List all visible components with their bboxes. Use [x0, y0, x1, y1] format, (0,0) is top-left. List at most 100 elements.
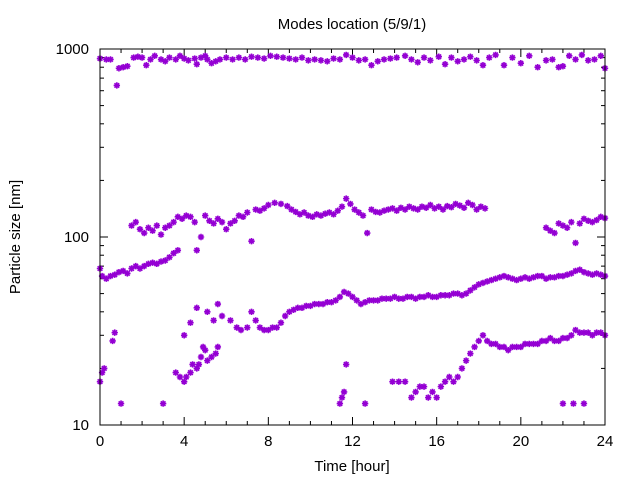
data-point	[260, 205, 268, 212]
data-point	[551, 229, 558, 237]
data-point	[391, 293, 398, 301]
data-point	[315, 300, 323, 308]
data-point	[534, 272, 541, 280]
data-point	[465, 199, 472, 207]
data-point	[149, 259, 156, 266]
data-point	[368, 62, 375, 69]
data-point	[336, 293, 344, 301]
data-point	[517, 275, 525, 282]
data-point	[260, 326, 268, 334]
data-point	[166, 222, 173, 229]
data-point	[568, 218, 575, 226]
data-point	[593, 216, 600, 224]
data-point	[330, 211, 337, 218]
data-point	[572, 267, 579, 275]
data-point	[145, 224, 152, 231]
data-point	[462, 357, 470, 364]
data-point	[538, 272, 546, 280]
data-point	[372, 208, 379, 216]
data-point	[286, 55, 293, 62]
data-point	[492, 275, 499, 282]
data-point	[273, 324, 280, 331]
data-point	[385, 206, 392, 213]
data-point	[204, 357, 211, 364]
data-points	[96, 51, 609, 407]
data-point	[147, 56, 154, 63]
data-point	[103, 275, 110, 282]
data-point	[462, 290, 470, 297]
data-point	[505, 274, 512, 281]
data-point	[397, 204, 405, 211]
data-point	[157, 56, 165, 63]
data-point	[517, 60, 525, 67]
data-point	[584, 329, 592, 336]
data-point	[420, 293, 428, 301]
data-point	[576, 329, 583, 336]
data-point	[128, 265, 135, 272]
data-point	[328, 298, 335, 306]
data-point	[237, 326, 245, 334]
data-point	[580, 268, 588, 276]
data-point	[145, 260, 152, 268]
data-point	[559, 334, 567, 342]
data-point	[437, 383, 445, 390]
data-point	[481, 205, 489, 212]
data-point	[584, 217, 592, 224]
data-point	[427, 57, 434, 64]
data-point	[387, 295, 394, 302]
data-point	[406, 203, 413, 210]
data-point	[416, 293, 424, 301]
data-point	[193, 247, 200, 254]
data-point	[452, 200, 459, 208]
data-point	[460, 56, 468, 63]
data-point	[321, 210, 329, 217]
data-point	[435, 203, 442, 210]
data-point	[332, 297, 339, 304]
data-point	[479, 62, 487, 69]
data-point	[479, 332, 487, 339]
data-point	[467, 287, 474, 294]
data-point	[254, 54, 262, 61]
data-point	[109, 337, 116, 345]
axis-ticks: 0 4 8 12 16 20 24 10 100 1000	[56, 41, 614, 450]
data-point	[248, 53, 255, 60]
data-point	[521, 274, 529, 281]
data-point	[286, 308, 293, 316]
data-point	[471, 343, 478, 351]
data-point	[298, 54, 306, 61]
data-point	[410, 205, 417, 212]
data-point	[589, 271, 596, 278]
data-point	[256, 324, 264, 331]
data-point	[98, 369, 106, 376]
data-point	[187, 369, 194, 376]
data-point	[178, 215, 186, 222]
data-point	[187, 213, 194, 221]
x-tick-label: 24	[597, 433, 614, 450]
data-point	[393, 54, 400, 61]
data-point	[486, 54, 493, 61]
data-point	[401, 378, 409, 385]
data-point	[399, 295, 407, 302]
data-point	[244, 209, 251, 216]
data-point	[542, 275, 550, 282]
data-point	[374, 58, 381, 65]
data-point	[193, 365, 200, 372]
data-point	[227, 317, 234, 324]
data-point	[509, 343, 516, 351]
data-point	[414, 59, 421, 66]
data-point	[364, 229, 371, 237]
data-point	[435, 53, 442, 60]
data-point	[401, 52, 409, 60]
data-point	[448, 204, 455, 211]
data-point	[572, 326, 579, 334]
data-point	[437, 292, 445, 299]
data-point	[292, 208, 299, 216]
data-point	[433, 394, 440, 401]
data-point	[469, 201, 476, 209]
data-point	[389, 378, 396, 385]
data-point	[273, 53, 280, 60]
data-point	[530, 340, 537, 348]
data-point	[143, 62, 150, 69]
data-point	[338, 203, 346, 210]
data-point	[366, 297, 373, 304]
